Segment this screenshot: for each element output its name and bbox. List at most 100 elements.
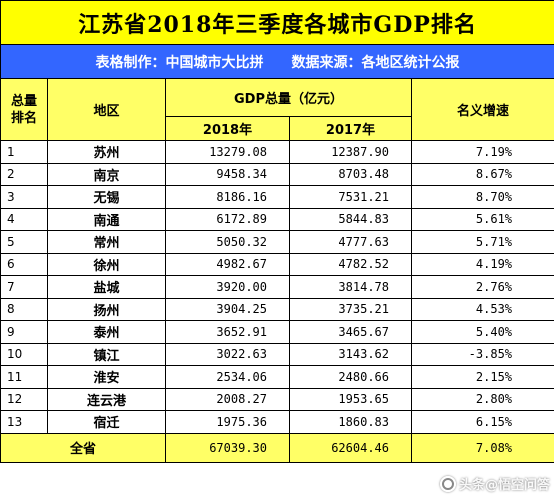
gdp-2017-cell: 12387.90: [289, 140, 412, 164]
total-row: 全省 67039.30 62604.46 7.08%: [0, 432, 554, 463]
region-cell: 南通: [47, 207, 166, 231]
gdp-2017-cell: 4782.52: [289, 252, 412, 276]
wukong-logo-icon: [439, 475, 456, 492]
watermark-text: 头条@悟空问答: [458, 478, 550, 493]
table-row: 12 连云港 2008.27 1953.65 2.80%: [0, 387, 554, 411]
rank-cell: 1: [0, 140, 48, 164]
region-cell: 淮安: [47, 365, 166, 389]
gdp-2018-cell: 8186.16: [165, 185, 290, 209]
data-source-text: 数据来源：各地区统计公报: [291, 54, 460, 71]
rank-cell: 2: [0, 162, 48, 186]
total-gdp-2017: 62604.46: [289, 432, 412, 463]
gdp-2018-cell: 1975.36: [165, 410, 290, 434]
growth-cell: 8.67%: [410, 162, 554, 186]
gdp-2018-cell: 3652.91: [165, 320, 290, 344]
gdp-table: 江苏省2018年三季度各城市GDP排名 表格制作：中国城市大比拼 数据来源：各地区…: [0, 0, 554, 463]
header-gdp-total: GDP总量（亿元）: [165, 78, 412, 117]
gdp-2017-cell: 5844.83: [289, 207, 412, 231]
header-growth: 名义增速: [410, 78, 554, 141]
table-row: 7 盐城 3920.00 3814.78 2.76%: [0, 275, 554, 299]
total-gdp-2018: 67039.30: [165, 432, 290, 463]
rank-cell: 8: [0, 297, 48, 321]
table-row: 11 淮安 2534.06 2480.66 2.15%: [0, 365, 554, 389]
region-cell: 扬州: [47, 297, 166, 321]
region-cell: 连云港: [47, 387, 166, 411]
rank-cell: 7: [0, 275, 48, 299]
table-row: 4 南通 6172.89 5844.83 5.61%: [0, 207, 554, 231]
region-cell: 镇江: [47, 342, 166, 366]
total-growth: 7.08%: [410, 432, 554, 463]
gdp-2018-cell: 6172.89: [165, 207, 290, 231]
subtitle-row: 表格制作：中国城市大比拼 数据来源：各地区统计公报: [0, 44, 554, 79]
growth-cell: 4.53%: [410, 297, 554, 321]
gdp-2018-cell: 2008.27: [165, 387, 290, 411]
growth-cell: 5.61%: [410, 207, 554, 231]
gdp-2017-cell: 2480.66: [289, 365, 412, 389]
header-year-2018: 2018年: [165, 116, 290, 141]
growth-cell: 8.70%: [410, 185, 554, 209]
growth-cell: 2.80%: [410, 387, 554, 411]
data-rows: 1 苏州 13279.08 12387.90 7.19% 2 南京 9458.34 8703.4…: [0, 140, 554, 434]
header-year-2017: 2017年: [289, 116, 412, 141]
gdp-2017-cell: 3143.62: [289, 342, 412, 366]
table-row: 1 苏州 13279.08 12387.90 7.19%: [0, 140, 554, 164]
table-maker-text: 表格制作：中国城市大比拼: [95, 54, 264, 71]
header-row-1: 总量排名 地区 GDP总量（亿元） 名义增速: [0, 78, 554, 141]
gdp-2017-cell: 1953.65: [289, 387, 412, 411]
gdp-2017-cell: 7531.21: [289, 185, 412, 209]
page-title: 江苏省2018年三季度各城市GDP排名: [0, 0, 554, 45]
table-row: 10 镇江 3022.63 3143.62 -3.85%: [0, 342, 554, 366]
region-cell: 泰州: [47, 320, 166, 344]
gdp-2017-cell: 3814.78: [289, 275, 412, 299]
rank-cell: 4: [0, 207, 48, 231]
growth-cell: 6.15%: [410, 410, 554, 434]
rank-cell: 5: [0, 230, 48, 254]
gdp-2017-cell: 8703.48: [289, 162, 412, 186]
rank-cell: 11: [0, 365, 48, 389]
rank-cell: 3: [0, 185, 48, 209]
gdp-2017-cell: 3735.21: [289, 297, 412, 321]
rank-cell: 9: [0, 320, 48, 344]
table-row: 2 南京 9458.34 8703.48 8.67%: [0, 162, 554, 186]
table-body: 江苏省2018年三季度各城市GDP排名 表格制作：中国城市大比拼 数据来源：各地区…: [0, 0, 554, 141]
rank-cell: 13: [0, 410, 48, 434]
table-row: 6 徐州 4982.67 4782.52 4.19%: [0, 252, 554, 276]
region-cell: 南京: [47, 162, 166, 186]
total-section: 全省 67039.30 62604.46 7.08%: [0, 432, 554, 463]
region-cell: 宿迁: [47, 410, 166, 434]
growth-cell: 4.19%: [410, 252, 554, 276]
region-cell: 无锡: [47, 185, 166, 209]
growth-cell: 5.40%: [410, 320, 554, 344]
table-row: 5 常州 5050.32 4777.63 5.71%: [0, 230, 554, 254]
gdp-2017-cell: 1860.83: [289, 410, 412, 434]
gdp-2018-cell: 9458.34: [165, 162, 290, 186]
rank-cell: 6: [0, 252, 48, 276]
header-row-2: 2018年 2017年: [1, 116, 554, 141]
total-label: 全省: [0, 432, 166, 463]
growth-cell: 5.71%: [410, 230, 554, 254]
header-region: 地区: [47, 78, 166, 141]
gdp-2018-cell: 13279.08: [165, 140, 290, 164]
gdp-2018-cell: 3904.25: [165, 297, 290, 321]
gdp-2018-cell: 3022.63: [165, 342, 290, 366]
subtitle-cell: 表格制作：中国城市大比拼 数据来源：各地区统计公报: [0, 44, 554, 79]
growth-cell: -3.85%: [410, 342, 554, 366]
growth-cell: 2.15%: [410, 365, 554, 389]
region-cell: 苏州: [47, 140, 166, 164]
growth-cell: 7.19%: [410, 140, 554, 164]
table-row: 9 泰州 3652.91 3465.67 5.40%: [0, 320, 554, 344]
region-cell: 徐州: [47, 252, 166, 276]
growth-cell: 2.76%: [410, 275, 554, 299]
gdp-2018-cell: 3920.00: [165, 275, 290, 299]
gdp-2018-cell: 5050.32: [165, 230, 290, 254]
gdp-2017-cell: 4777.63: [289, 230, 412, 254]
table-row: 13 宿迁 1975.36 1860.83 6.15%: [0, 410, 554, 434]
table-row: 8 扬州 3904.25 3735.21 4.53%: [0, 297, 554, 321]
gdp-2017-cell: 3465.67: [289, 320, 412, 344]
title-row: 江苏省2018年三季度各城市GDP排名: [0, 0, 554, 45]
region-cell: 盐城: [47, 275, 166, 299]
rank-cell: 12: [0, 387, 48, 411]
rank-cell: 10: [0, 342, 48, 366]
table-row: 3 无锡 8186.16 7531.21 8.70%: [0, 185, 554, 209]
